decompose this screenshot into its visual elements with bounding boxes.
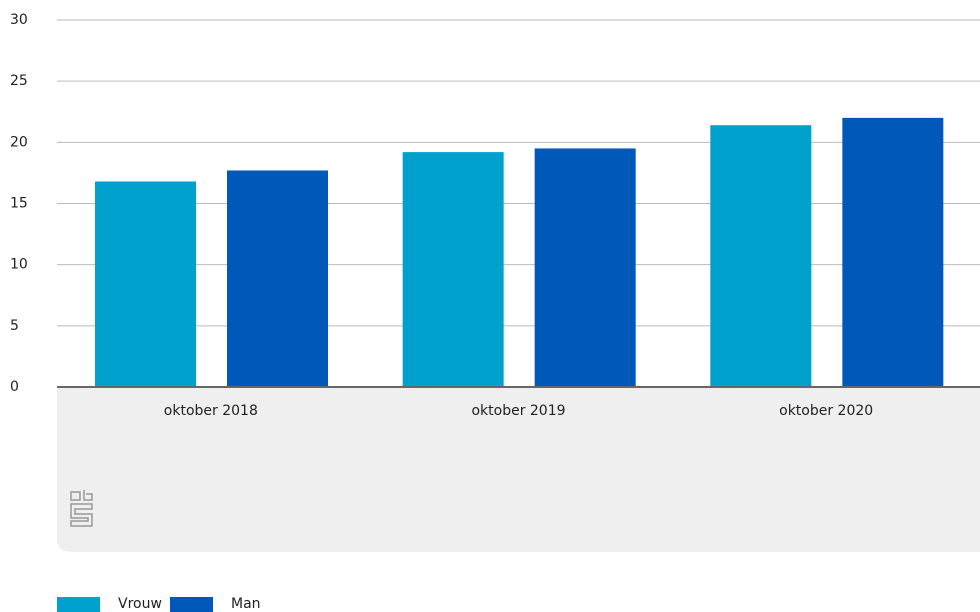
y-tick-label: 30 xyxy=(10,12,28,28)
bar xyxy=(534,148,636,387)
bar xyxy=(842,117,944,387)
bar xyxy=(95,181,196,387)
bar xyxy=(402,152,504,387)
x-tick-label: oktober 2020 xyxy=(779,403,873,419)
y-tick-label: 0 xyxy=(10,379,19,395)
y-tick-label: 5 xyxy=(10,318,19,334)
y-tick-label: 15 xyxy=(10,196,28,212)
legend-label: Man xyxy=(231,596,261,612)
legend-swatch xyxy=(57,597,100,612)
y-tick-label: 25 xyxy=(10,73,28,89)
x-tick-label: oktober 2018 xyxy=(164,403,258,419)
y-tick-label: 10 xyxy=(10,257,28,273)
bar xyxy=(710,125,812,387)
axis-panel xyxy=(57,387,980,552)
logo xyxy=(70,490,93,527)
legend-swatch xyxy=(170,597,213,612)
x-tick-label: oktober 2019 xyxy=(471,403,565,419)
bar xyxy=(227,170,328,387)
y-tick-label: 20 xyxy=(10,134,28,150)
legend-label: Vrouw xyxy=(118,596,162,612)
